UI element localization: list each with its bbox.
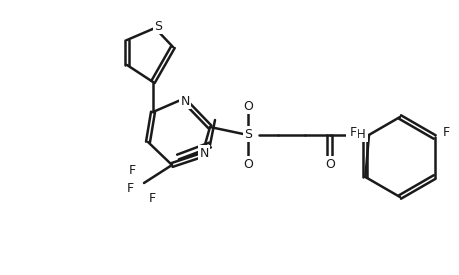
Text: O: O — [242, 158, 252, 170]
Text: F: F — [349, 125, 356, 139]
Text: N: N — [199, 147, 208, 160]
Text: S: S — [243, 128, 252, 141]
Text: F: F — [128, 164, 135, 177]
Text: S: S — [154, 20, 162, 32]
Text: F: F — [126, 182, 133, 194]
Text: F: F — [148, 192, 155, 205]
Text: N: N — [180, 95, 189, 108]
Text: O: O — [242, 100, 252, 112]
Text: F: F — [442, 125, 449, 139]
Text: NH: NH — [347, 128, 365, 141]
Text: O: O — [325, 158, 334, 170]
